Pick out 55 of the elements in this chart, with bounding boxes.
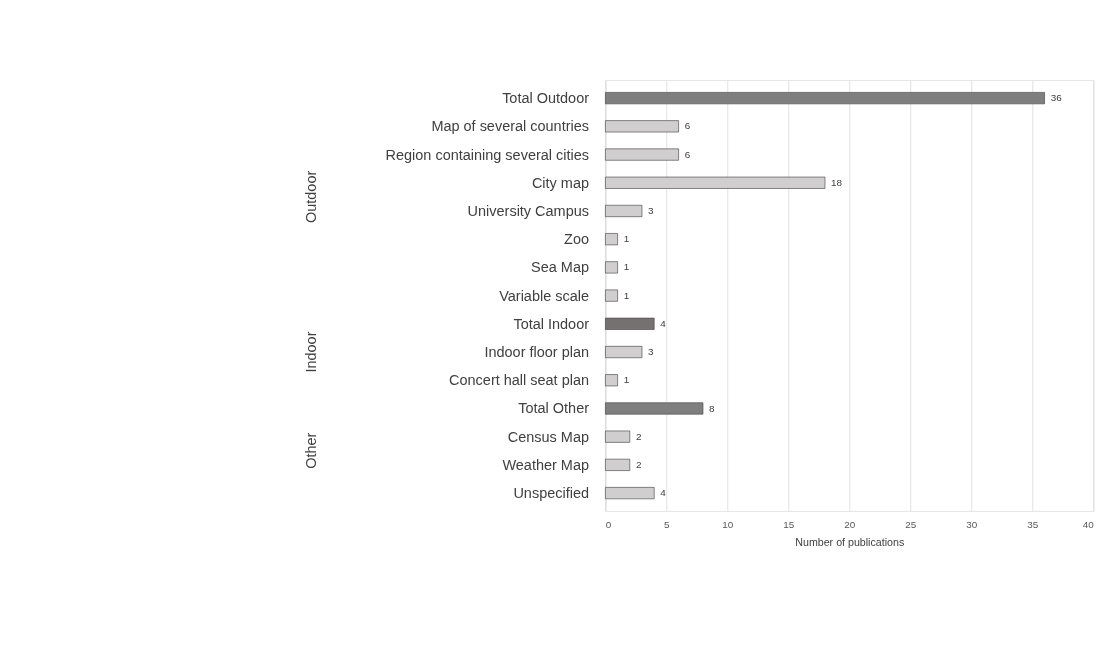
- text: Outdoor: [303, 170, 320, 224]
- text: Other: [303, 432, 320, 469]
- y-tick-label: Total Other: [518, 400, 590, 417]
- bar: [605, 233, 618, 246]
- data-label: 1: [623, 261, 630, 273]
- data-label: 8: [709, 402, 716, 414]
- data-label: 3: [648, 205, 655, 217]
- bar: [605, 92, 1045, 105]
- data-label: 1: [623, 374, 630, 386]
- y-tick-label: Total Outdoor: [502, 90, 590, 107]
- y-tick-label: Weather Map: [502, 456, 589, 473]
- data-label: 3: [648, 346, 655, 358]
- y-tick-label: Region containing several cities: [385, 146, 589, 163]
- bar: [605, 430, 631, 443]
- x-tick-label: 35: [1027, 519, 1039, 531]
- bar: [605, 374, 618, 387]
- bar: [605, 346, 643, 359]
- x-tick-label: 0: [605, 519, 612, 531]
- x-tick-label: 30: [966, 519, 978, 531]
- bar: [605, 487, 655, 500]
- y-tick-label: Sea Map: [531, 259, 589, 276]
- x-tick-label: 5: [664, 519, 671, 531]
- bar: [605, 289, 618, 302]
- x-tick-label: 40: [1082, 519, 1095, 531]
- data-label: 4: [660, 317, 667, 329]
- y-tick-label: Indoor floor plan: [484, 343, 589, 360]
- y-tick-label: University Campus: [467, 202, 589, 219]
- y-tick-label: City map: [531, 174, 589, 191]
- bar: [605, 317, 655, 330]
- x-tick-label: 20: [844, 519, 856, 531]
- data-label: 18: [831, 176, 843, 188]
- bar: [605, 204, 643, 217]
- x-tick-label: 25: [905, 519, 917, 531]
- y-tick-label: Variable scale: [499, 287, 589, 304]
- data-label: 2: [635, 430, 642, 442]
- y-tick-label: Census Map: [507, 428, 589, 445]
- y-tick-label: Zoo: [564, 231, 589, 248]
- bar: [605, 458, 631, 471]
- data-label: 1: [623, 233, 630, 245]
- data-label: 4: [660, 487, 667, 499]
- bar: [605, 402, 704, 415]
- y-tick-label: Concert hall seat plan: [449, 372, 589, 389]
- x-tick-label: 10: [722, 519, 734, 531]
- y-tick-label: Map of several countries: [431, 118, 589, 135]
- x-axis-title: Number of publications: [795, 536, 905, 549]
- x-tick-label: 15: [783, 519, 795, 531]
- y-tick-label: Unspecified: [513, 485, 589, 502]
- y-tick-label: Total Indoor: [513, 315, 590, 332]
- text: Indoor: [303, 331, 320, 373]
- data-label: 2: [635, 458, 642, 470]
- data-label: 36: [1050, 92, 1063, 104]
- data-label: 6: [684, 120, 691, 132]
- bar: [605, 261, 618, 274]
- data-label: 6: [684, 148, 691, 160]
- data-label: 1: [623, 289, 630, 301]
